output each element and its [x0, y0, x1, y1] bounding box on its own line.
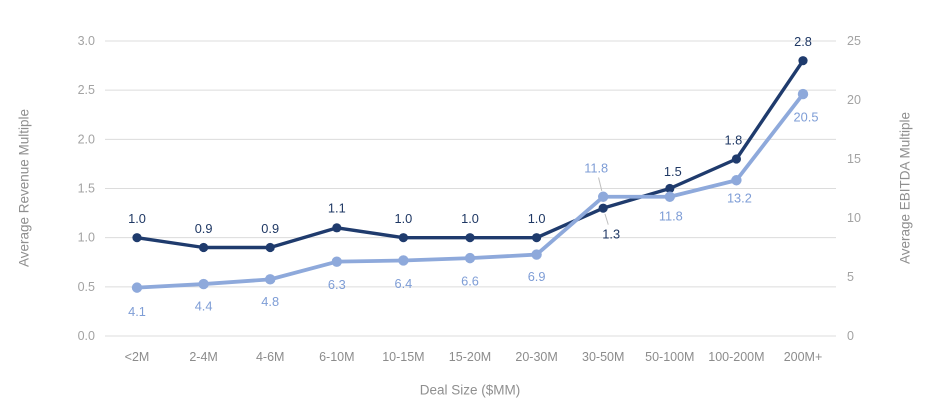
y-left-tick-label: 1.0	[78, 231, 95, 245]
y-right-tick-label: 20	[847, 93, 861, 107]
data-label: 20.5	[794, 110, 819, 125]
data-point	[398, 255, 409, 266]
x-tick-label: 20-30M	[515, 350, 557, 364]
data-point	[797, 88, 809, 100]
x-axis-title: Deal Size ($MM)	[419, 382, 521, 398]
data-label: 4.8	[261, 294, 279, 309]
y-right-tick-label: 0	[847, 329, 854, 343]
data-point	[265, 242, 275, 253]
data-label: 6.3	[328, 277, 346, 292]
leader-line	[598, 177, 603, 192]
data-point	[731, 154, 742, 164]
data-point	[798, 56, 808, 66]
y-left-tick-label: 2.5	[78, 83, 95, 97]
data-point	[531, 249, 542, 260]
x-tick-label: 100-200M	[708, 350, 764, 364]
data-label: 11.8	[659, 208, 683, 223]
data-point	[664, 191, 675, 202]
data-label: 1.0	[128, 211, 146, 226]
x-tick-label: 15-20M	[449, 350, 491, 364]
data-label: 6.9	[528, 269, 546, 284]
y-right-tick-label: 10	[847, 211, 861, 225]
y-left-tick-label: 1.5	[78, 182, 95, 196]
y-right-tick-label: 5	[847, 270, 854, 284]
y-left-tick-label: 0.0	[78, 329, 95, 343]
y-left-tick-label: 0.5	[78, 280, 95, 294]
leader-line	[604, 213, 609, 225]
data-point	[198, 278, 209, 290]
data-point	[665, 183, 675, 194]
x-tick-label: 50-100M	[645, 350, 694, 364]
data-label: 6.6	[461, 274, 479, 289]
data-label: 0.9	[195, 221, 213, 236]
y-left-tick-label: 2.0	[78, 132, 95, 146]
data-label: 1.0	[461, 211, 479, 226]
data-label: 11.8	[584, 160, 608, 175]
data-point	[532, 233, 542, 243]
data-point	[132, 233, 142, 243]
data-label: 1.8	[725, 133, 743, 148]
data-point	[731, 175, 742, 186]
y-axis-left-title: Average Revenue Multiple	[16, 108, 32, 268]
data-label: 6.4	[395, 276, 413, 291]
data-point	[331, 256, 342, 267]
x-tick-label: 6-10M	[319, 350, 354, 364]
data-point	[199, 242, 209, 253]
data-label: 1.5	[664, 164, 682, 179]
data-label: 4.1	[128, 304, 146, 319]
x-tick-label: 2-4M	[189, 350, 217, 364]
x-tick-label: 10-15M	[382, 350, 424, 364]
data-label: 1.0	[395, 211, 413, 226]
data-point	[398, 233, 408, 243]
data-label: 0.9	[261, 221, 279, 236]
data-point	[265, 274, 276, 285]
data-point	[465, 233, 475, 243]
x-tick-label: 200M+	[784, 350, 823, 364]
data-point	[332, 223, 342, 233]
data-label: 1.0	[528, 211, 546, 226]
data-label: 1.3	[602, 227, 620, 242]
data-label: 4.4	[195, 299, 213, 314]
y-right-tick-label: 15	[847, 152, 861, 166]
x-tick-label: <2M	[125, 350, 150, 364]
y-axis-right-title: Average EBITDA Multiple	[897, 111, 913, 265]
x-tick-label: 4-6M	[256, 350, 284, 364]
data-point	[598, 191, 609, 202]
data-label: 1.1	[328, 200, 346, 215]
data-point	[464, 252, 476, 264]
x-tick-label: 30-50M	[582, 350, 624, 364]
y-right-tick-label: 25	[847, 34, 861, 48]
y-left-tick-label: 3.0	[78, 34, 95, 48]
data-label: 2.8	[794, 34, 812, 49]
data-label: 13.2	[727, 191, 752, 206]
data-point	[131, 282, 143, 293]
data-point	[598, 203, 608, 213]
